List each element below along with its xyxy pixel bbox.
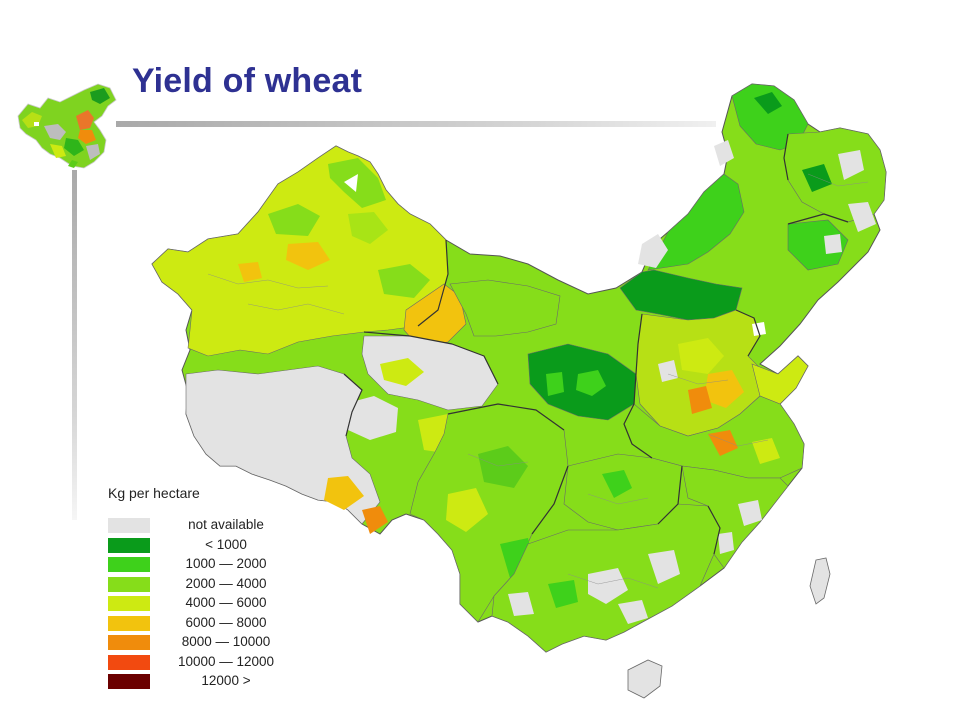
legend-swatch — [108, 518, 150, 533]
legend-item: < 1000 — [108, 536, 298, 558]
legend-label: 4000 — 6000 — [185, 595, 267, 610]
legend-swatch — [108, 615, 150, 631]
legend-label: 2000 — 4000 — [185, 575, 267, 591]
legend-title: Kg per hectare — [108, 485, 200, 501]
legend: not available < 1000 1000 — 2000 2000 — … — [108, 517, 298, 694]
legend-item: 8000 — 10000 — [108, 634, 298, 655]
legend-swatch — [108, 674, 150, 689]
legend-item: not available — [108, 517, 298, 538]
legend-item: 4000 — 6000 — [108, 595, 298, 616]
legend-label: 8000 — 10000 — [181, 634, 271, 649]
legend-item: 6000 — 8000 — [108, 614, 298, 636]
legend-label: 10000 — 12000 — [177, 653, 275, 669]
legend-swatch — [108, 576, 150, 592]
legend-swatch — [108, 557, 150, 572]
legend-swatch — [108, 537, 150, 553]
legend-label: 12000 > — [201, 673, 251, 688]
legend-item: 2000 — 4000 — [108, 575, 298, 597]
wheat-yield-map — [151, 83, 887, 699]
legend-swatch — [108, 596, 150, 611]
china-locator-map-icon — [17, 83, 117, 169]
legend-swatch — [108, 635, 150, 650]
title-underline-bar — [116, 121, 716, 127]
legend-item: 12000 > — [108, 673, 298, 694]
legend-label: 1000 — 2000 — [185, 556, 267, 571]
legend-swatch — [108, 654, 150, 670]
legend-label: not available — [188, 517, 264, 532]
legend-label: 6000 — 8000 — [185, 614, 267, 630]
vertical-accent-bar — [72, 170, 77, 520]
legend-item: 10000 — 12000 — [108, 653, 298, 675]
legend-item: 1000 — 2000 — [108, 556, 298, 577]
legend-label: < 1000 — [205, 536, 247, 552]
slide-title: Yield of wheat — [132, 62, 363, 100]
